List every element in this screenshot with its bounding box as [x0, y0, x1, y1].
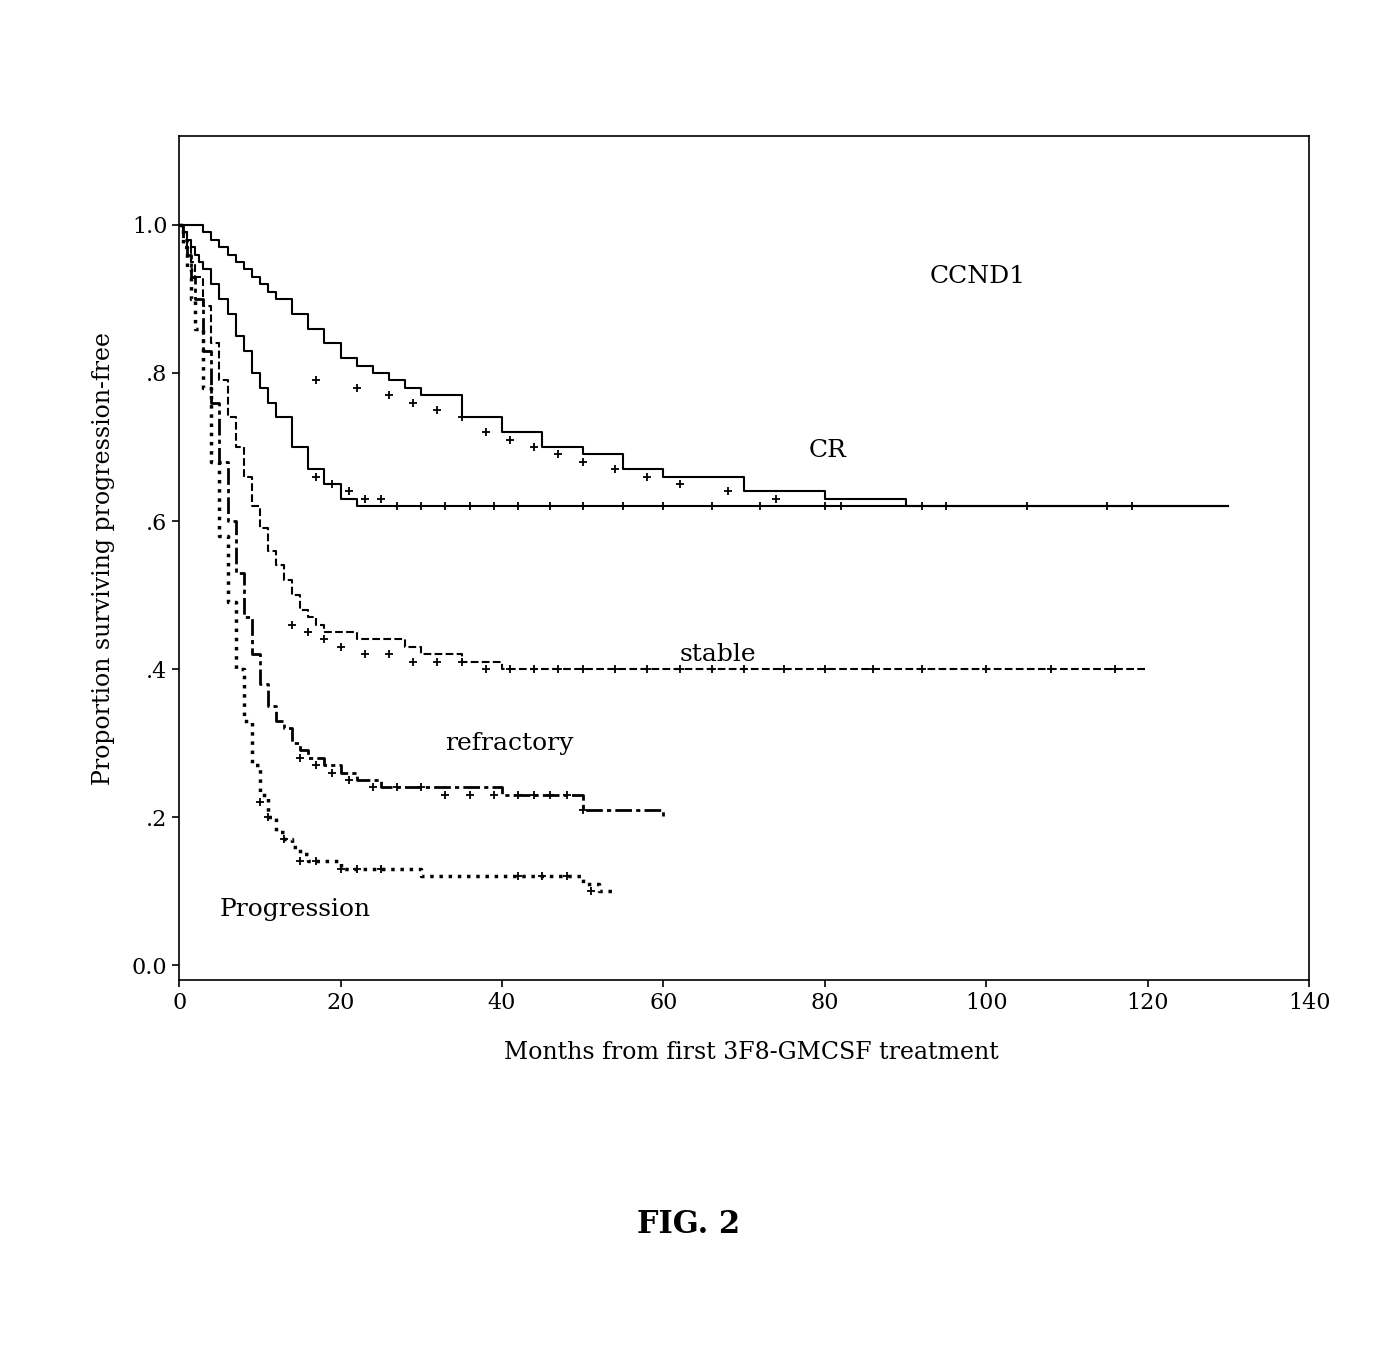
Text: CCND1: CCND1: [930, 265, 1025, 289]
Y-axis label: Proportion surviving progression-free: Proportion surviving progression-free: [92, 332, 114, 784]
Text: refractory: refractory: [445, 732, 573, 754]
Text: Progression: Progression: [219, 898, 371, 921]
Text: CR: CR: [809, 440, 846, 463]
Text: stable: stable: [679, 642, 757, 666]
Text: Months from first 3F8-GMCSF treatment: Months from first 3F8-GMCSF treatment: [503, 1041, 999, 1064]
Text: FIG. 2: FIG. 2: [638, 1210, 740, 1240]
